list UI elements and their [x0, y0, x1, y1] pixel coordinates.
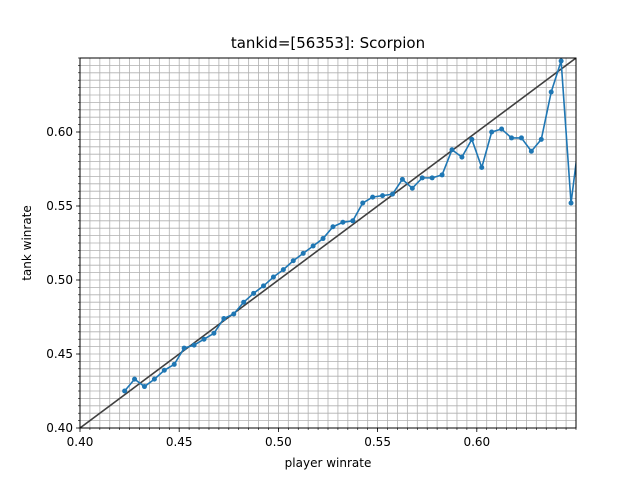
data-point: [251, 290, 257, 296]
data-point: [201, 336, 207, 342]
data-point: [122, 388, 128, 394]
data-point: [469, 136, 475, 142]
data-point: [161, 367, 167, 373]
data-point: [360, 200, 366, 206]
data-point: [509, 135, 515, 141]
y-axis-label: tank winrate: [20, 205, 34, 281]
data-point: [241, 299, 247, 305]
data-point: [280, 267, 286, 273]
data-point: [181, 345, 187, 351]
data-point: [548, 89, 554, 95]
data-point: [389, 191, 395, 197]
data-point: [191, 342, 197, 348]
plot-area: [80, 58, 582, 428]
x-tick-label: 0.40: [67, 435, 94, 449]
data-point: [419, 175, 425, 181]
data-point: [380, 193, 386, 199]
x-tick-label: 0.55: [364, 435, 391, 449]
data-point: [577, 130, 582, 135]
data-point: [370, 194, 376, 200]
data-point: [518, 135, 524, 141]
data-point: [499, 126, 505, 132]
data-point: [538, 136, 544, 142]
data-point: [449, 147, 455, 153]
data-point: [290, 258, 296, 264]
series-line: [124, 60, 576, 392]
data-point: [439, 172, 445, 178]
data-point: [350, 218, 356, 224]
y-tick-label: 0.55: [46, 199, 73, 213]
chart-title: tankid=[56353]: Scorpion: [231, 34, 425, 52]
data-point: [231, 311, 237, 317]
data-point: [171, 361, 177, 367]
data-point: [132, 376, 138, 382]
x-tick-label: 0.50: [265, 435, 292, 449]
data-point: [558, 58, 564, 64]
data-point: [568, 200, 574, 206]
x-axis-label: player winrate: [285, 456, 372, 470]
data-point: [399, 176, 405, 182]
data-point: [479, 165, 485, 171]
data-point: [320, 236, 326, 242]
y-tick-label: 0.40: [46, 421, 73, 435]
x-tick-label: 0.45: [166, 435, 193, 449]
data-point: [310, 243, 316, 249]
data-point: [528, 148, 534, 154]
data-point: [221, 315, 227, 321]
data-point: [141, 384, 147, 390]
y-tick-label: 0.60: [46, 125, 73, 139]
y-tick-label: 0.45: [46, 347, 73, 361]
data-point: [211, 330, 217, 336]
grid: [79, 57, 577, 429]
axis-ticks: 0.40 0.45 0.50 0.55 0.60 0.40 0.45 0.50 0.55 0.60: [46, 57, 577, 449]
data-point: [330, 224, 336, 230]
data-point: [489, 129, 495, 135]
reference-line: [80, 58, 576, 428]
data-point: [340, 219, 346, 225]
x-tick-label: 0.60: [463, 435, 490, 449]
data-point: [300, 250, 306, 256]
data-point: [151, 376, 157, 382]
y-tick-label: 0.50: [46, 273, 73, 287]
data-point: [429, 175, 435, 181]
data-point: [270, 274, 276, 280]
data-point: [409, 185, 415, 191]
data-point: [261, 283, 267, 289]
data-point: [459, 154, 465, 160]
